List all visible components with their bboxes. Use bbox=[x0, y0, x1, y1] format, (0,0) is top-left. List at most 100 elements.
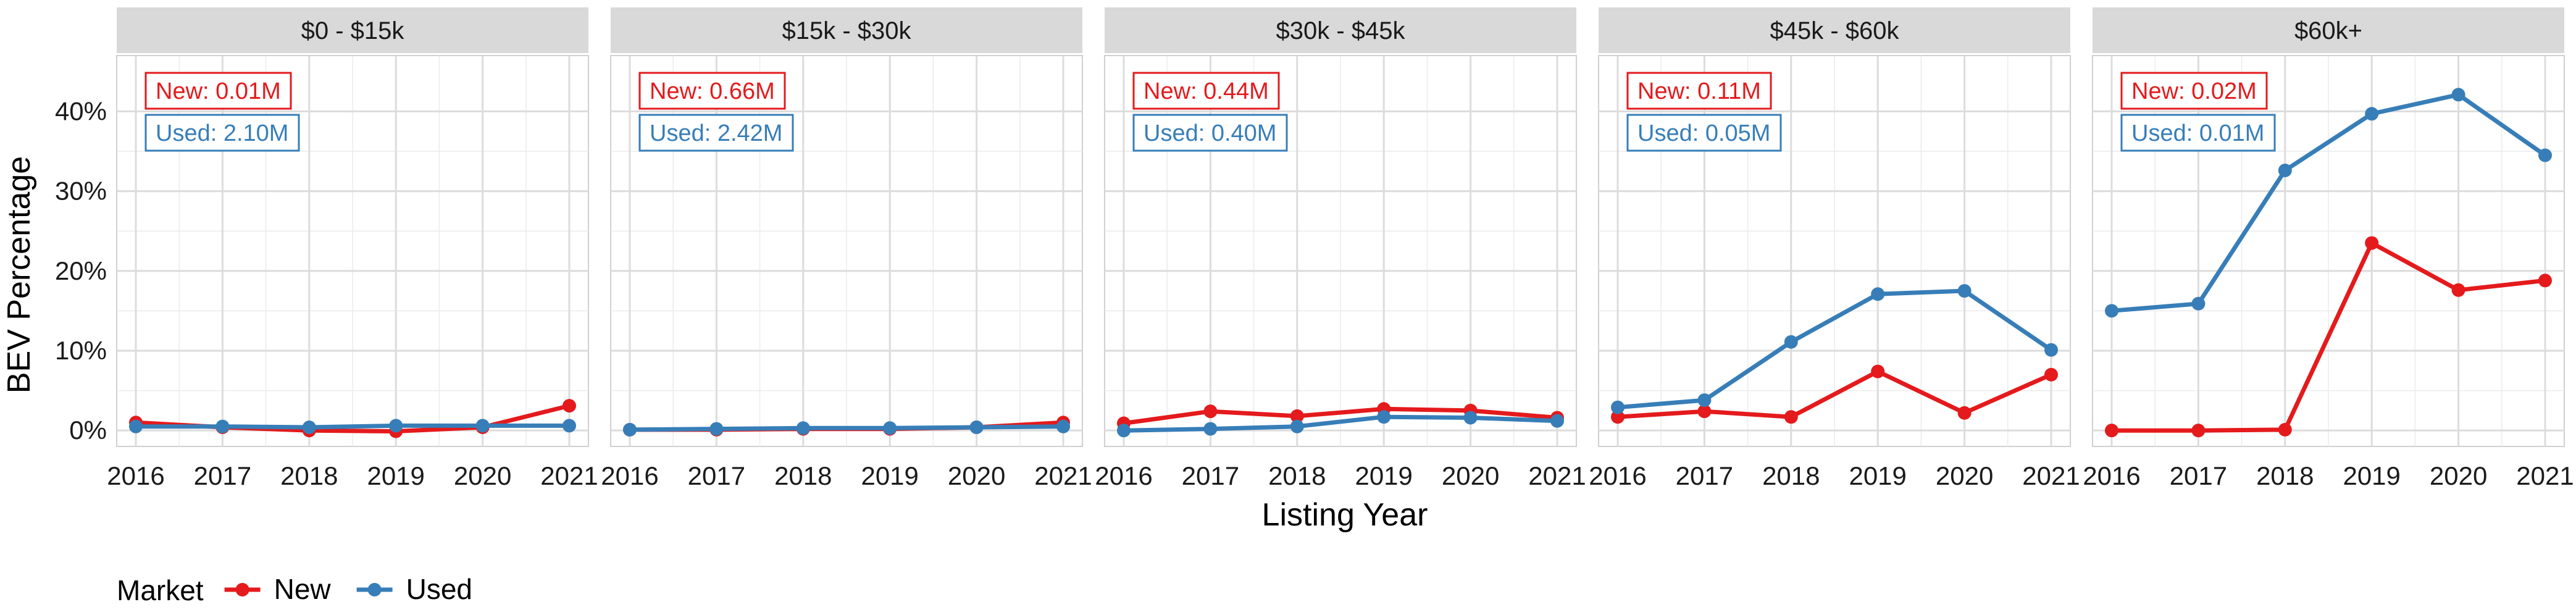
legend-entries: New Used bbox=[224, 573, 472, 605]
data-point-used bbox=[215, 419, 230, 433]
data-point-used bbox=[2105, 304, 2118, 318]
legend: Market New Used bbox=[117, 573, 472, 606]
data-point-used bbox=[1056, 419, 1070, 433]
new-count-badge: New: 0.01M bbox=[144, 72, 292, 110]
data-point-used bbox=[475, 419, 490, 433]
new-count-badge: New: 0.11M bbox=[1626, 72, 1772, 110]
data-point-used bbox=[2278, 164, 2292, 178]
x-tick-label: 2020 bbox=[1442, 461, 1499, 490]
data-point-new bbox=[1697, 404, 1712, 419]
data-point-new bbox=[2451, 283, 2465, 297]
legend-title: Market bbox=[117, 574, 204, 606]
x-axis-title: Listing Year bbox=[1262, 497, 1428, 533]
x-tick-label: 2021 bbox=[2516, 461, 2574, 490]
data-point-used bbox=[2044, 343, 2058, 357]
x-tick-label: 2018 bbox=[1762, 461, 1820, 490]
data-point-new bbox=[1871, 364, 1885, 379]
y-tick-label: 10% bbox=[55, 336, 107, 365]
data-point-used bbox=[1550, 414, 1564, 428]
data-point-used bbox=[302, 420, 316, 434]
facet-strip bbox=[117, 7, 588, 53]
y-tick-label: 40% bbox=[55, 96, 107, 125]
series-line-used bbox=[1615, 288, 2054, 410]
data-point-new bbox=[1957, 406, 1972, 420]
series-line-used bbox=[2109, 92, 2548, 313]
y-tick-label: 30% bbox=[55, 177, 107, 206]
data-point-used bbox=[1377, 410, 1391, 424]
series-line-used bbox=[1121, 414, 1560, 433]
data-point-used bbox=[969, 420, 984, 434]
x-tick-label: 2021 bbox=[1034, 461, 1092, 490]
x-tick-label: 2016 bbox=[601, 461, 658, 490]
new-count-badge: New: 0.44M bbox=[1132, 72, 1280, 110]
x-tick-label: 2018 bbox=[280, 461, 338, 490]
x-tick-label: 2021 bbox=[2022, 461, 2080, 490]
facet-strip bbox=[611, 7, 1082, 53]
facet-title: $30k - $45k bbox=[1276, 17, 1405, 44]
series-line-new bbox=[1121, 406, 1560, 425]
badge-text: New: 0.66M bbox=[650, 78, 775, 104]
badge-text: Used: 0.40M bbox=[1144, 120, 1276, 146]
used-count-badge: Used: 2.42M bbox=[638, 114, 794, 152]
x-tick-label: 2020 bbox=[948, 461, 1005, 490]
data-point-new bbox=[2044, 367, 2058, 382]
x-tick-label: 2019 bbox=[367, 461, 424, 490]
gridlines bbox=[1105, 56, 1576, 446]
badge-text: New: 0.02M bbox=[2131, 78, 2257, 104]
badge-text: Used: 0.05M bbox=[1637, 120, 1770, 146]
data-point-used bbox=[796, 421, 810, 435]
data-point-used bbox=[1784, 335, 1798, 349]
y-tick-label: 20% bbox=[55, 256, 107, 285]
legend-entry: New bbox=[224, 573, 331, 605]
x-tick-label: 2018 bbox=[774, 461, 832, 490]
data-point-used bbox=[2365, 107, 2379, 121]
data-point-new bbox=[2278, 422, 2292, 437]
badge-text: Used: 2.10M bbox=[156, 120, 288, 146]
panels: $0 - $15k 2016 2017 2018 2019 2020 2021 0% 10% 20… bbox=[55, 7, 2574, 490]
badge-text: Used: 0.01M bbox=[2131, 120, 2264, 146]
used-count-badge: Used: 2.10M bbox=[144, 114, 300, 152]
data-point-used bbox=[2191, 296, 2206, 311]
facet-strip bbox=[2093, 7, 2564, 53]
new-count-badge: New: 0.02M bbox=[2120, 72, 2268, 110]
data-point-used bbox=[2538, 148, 2552, 162]
x-tick-label: 2018 bbox=[1268, 461, 1326, 490]
x-tick-label: 2017 bbox=[688, 461, 745, 490]
facet-panel: $0 - $15k 2016 2017 2018 2019 2020 2021 0% 10% 20… bbox=[55, 7, 598, 490]
x-tick-label: 2017 bbox=[194, 461, 251, 490]
data-point-used bbox=[1871, 287, 1885, 301]
badge-text: New: 0.01M bbox=[156, 78, 281, 104]
facet-panel: $15k - $30k 2016 2017 2018 2019 2020 2021 New: … bbox=[601, 7, 1092, 490]
data-point-used bbox=[1117, 424, 1131, 438]
facet-strip bbox=[1105, 7, 1576, 53]
badge-text: New: 0.11M bbox=[1637, 78, 1761, 104]
data-point-new bbox=[1784, 410, 1798, 424]
facet-title: $60k+ bbox=[2294, 17, 2362, 44]
data-point-used bbox=[389, 419, 403, 433]
data-point-used bbox=[1290, 419, 1304, 433]
facet-title: $0 - $15k bbox=[301, 17, 405, 44]
data-point-used bbox=[1463, 411, 1478, 425]
new-count-badge: New: 0.66M bbox=[638, 72, 786, 110]
data-point-used bbox=[709, 422, 724, 436]
data-point-new bbox=[1203, 404, 1218, 419]
x-tick-label: 2016 bbox=[1095, 461, 1152, 490]
data-point-new bbox=[1611, 410, 1625, 424]
y-tick-label: 0% bbox=[69, 416, 107, 445]
x-tick-label: 2019 bbox=[861, 461, 918, 490]
used-count-badge: Used: 0.05M bbox=[1626, 114, 1782, 152]
series-line-used bbox=[133, 423, 572, 430]
data-point-used bbox=[1611, 400, 1625, 414]
data-point-new bbox=[2365, 236, 2379, 250]
badge-text: Used: 2.42M bbox=[650, 120, 782, 146]
legend-key-point bbox=[367, 583, 382, 596]
data-point-used bbox=[1697, 393, 1712, 408]
facet-panel: $45k - $60k 2016 2017 2018 2019 2020 2021 New: … bbox=[1589, 7, 2080, 490]
x-tick-label: 2020 bbox=[1936, 461, 1993, 490]
facet-panel: $60k+ 2016 2017 2018 2019 2020 2021 New: 0.02M U… bbox=[2083, 7, 2574, 490]
x-tick-label: 2016 bbox=[1589, 461, 1646, 490]
data-point-used bbox=[1957, 284, 1972, 298]
badge-text: New: 0.44M bbox=[1144, 78, 1269, 104]
data-point-used bbox=[129, 419, 143, 433]
